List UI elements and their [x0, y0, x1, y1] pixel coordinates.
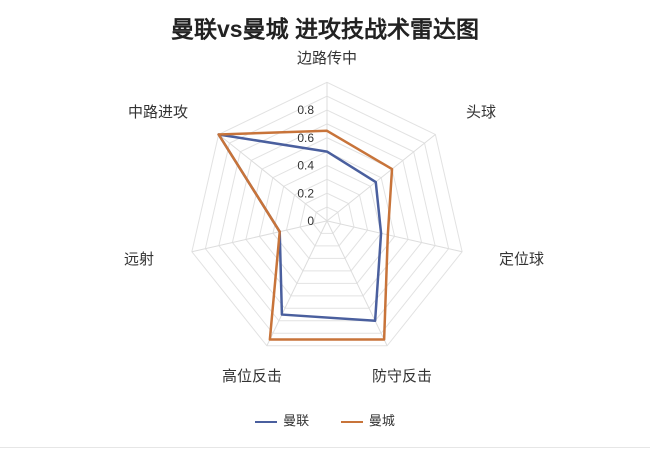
- svg-text:0.8: 0.8: [297, 103, 314, 117]
- svg-text:0.2: 0.2: [297, 186, 314, 200]
- svg-text:头球: 头球: [466, 104, 496, 121]
- svg-text:定位球: 定位球: [499, 251, 544, 268]
- svg-text:边路传中: 边路传中: [297, 50, 357, 67]
- svg-text:防守反击: 防守反击: [372, 368, 432, 385]
- svg-text:高位反击: 高位反击: [222, 368, 282, 385]
- svg-text:0.4: 0.4: [297, 159, 314, 173]
- svg-text:远射: 远射: [124, 251, 154, 268]
- svg-text:中路进攻: 中路进攻: [128, 104, 188, 121]
- svg-text:0: 0: [307, 214, 314, 228]
- svg-text:0.6: 0.6: [297, 131, 314, 145]
